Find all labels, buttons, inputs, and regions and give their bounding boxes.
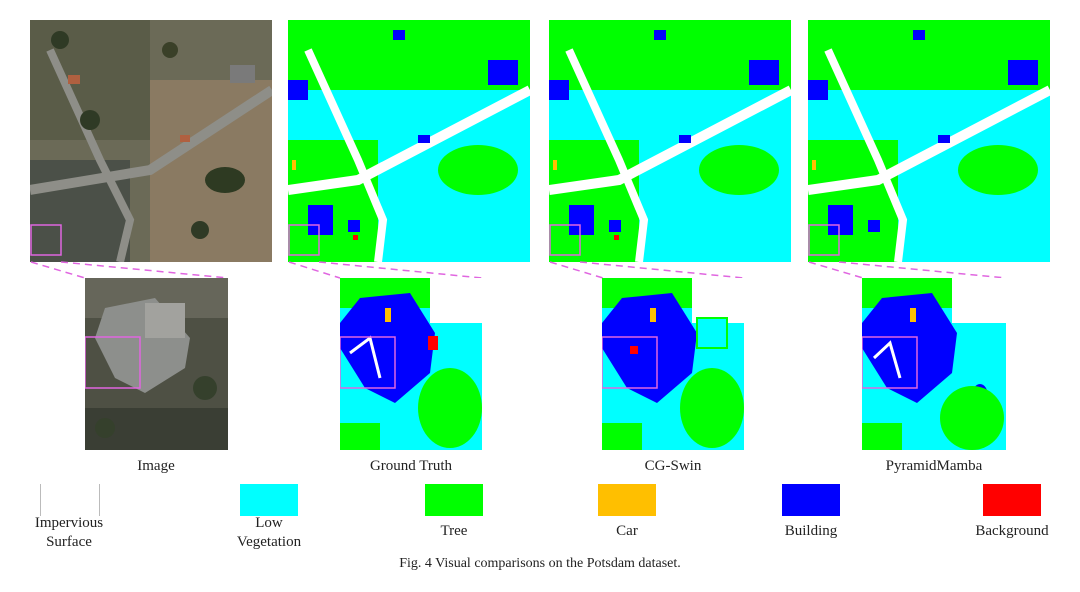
legend-label-impervious: Impervious Surface [34,515,104,550]
zoom-detail-box [340,336,396,389]
zoom-detail-box [862,336,918,389]
column-label-cg-swin: CG-Swin [644,458,702,474]
legend-label-building: Building [784,523,838,539]
column-label-pyramidmamba: PyramidMamba [885,458,983,474]
legend-swatch-low-vegetation [240,484,298,516]
ground-truth-zoom [340,278,482,450]
column-label-image: Image [137,458,175,474]
pyramidmamba-zoom [862,278,1006,450]
figure-caption: Fig. 4 Visual comparisons on the Potsdam… [399,556,681,571]
zoom-detail-box [85,336,141,389]
cg-swin-zoom [602,278,744,450]
zoom-region-box [288,224,320,256]
zoom-region-box [549,224,581,256]
legend-label-car: Car [616,523,638,539]
legend-swatch-impervious [40,484,100,516]
pyramidmamba-map [808,20,1050,262]
legend-swatch-background [983,484,1041,516]
legend-swatch-building [782,484,840,516]
zoom-region-box [30,224,62,256]
legend-swatch-tree [425,484,483,516]
zoom-detail-box [602,336,658,389]
legend-label-tree: Tree [440,523,468,539]
zoom-region-box [808,224,840,256]
legend-label-low-vegetation: Low Vegetation [236,515,302,550]
ground-truth-map [288,20,530,262]
column-label-ground-truth: Ground Truth [369,458,453,474]
aerial-image [30,20,272,262]
legend-swatch-car [598,484,656,516]
legend-label-background: Background [975,523,1049,539]
cg-swin-map [549,20,791,262]
aerial-image-zoom [85,278,228,450]
